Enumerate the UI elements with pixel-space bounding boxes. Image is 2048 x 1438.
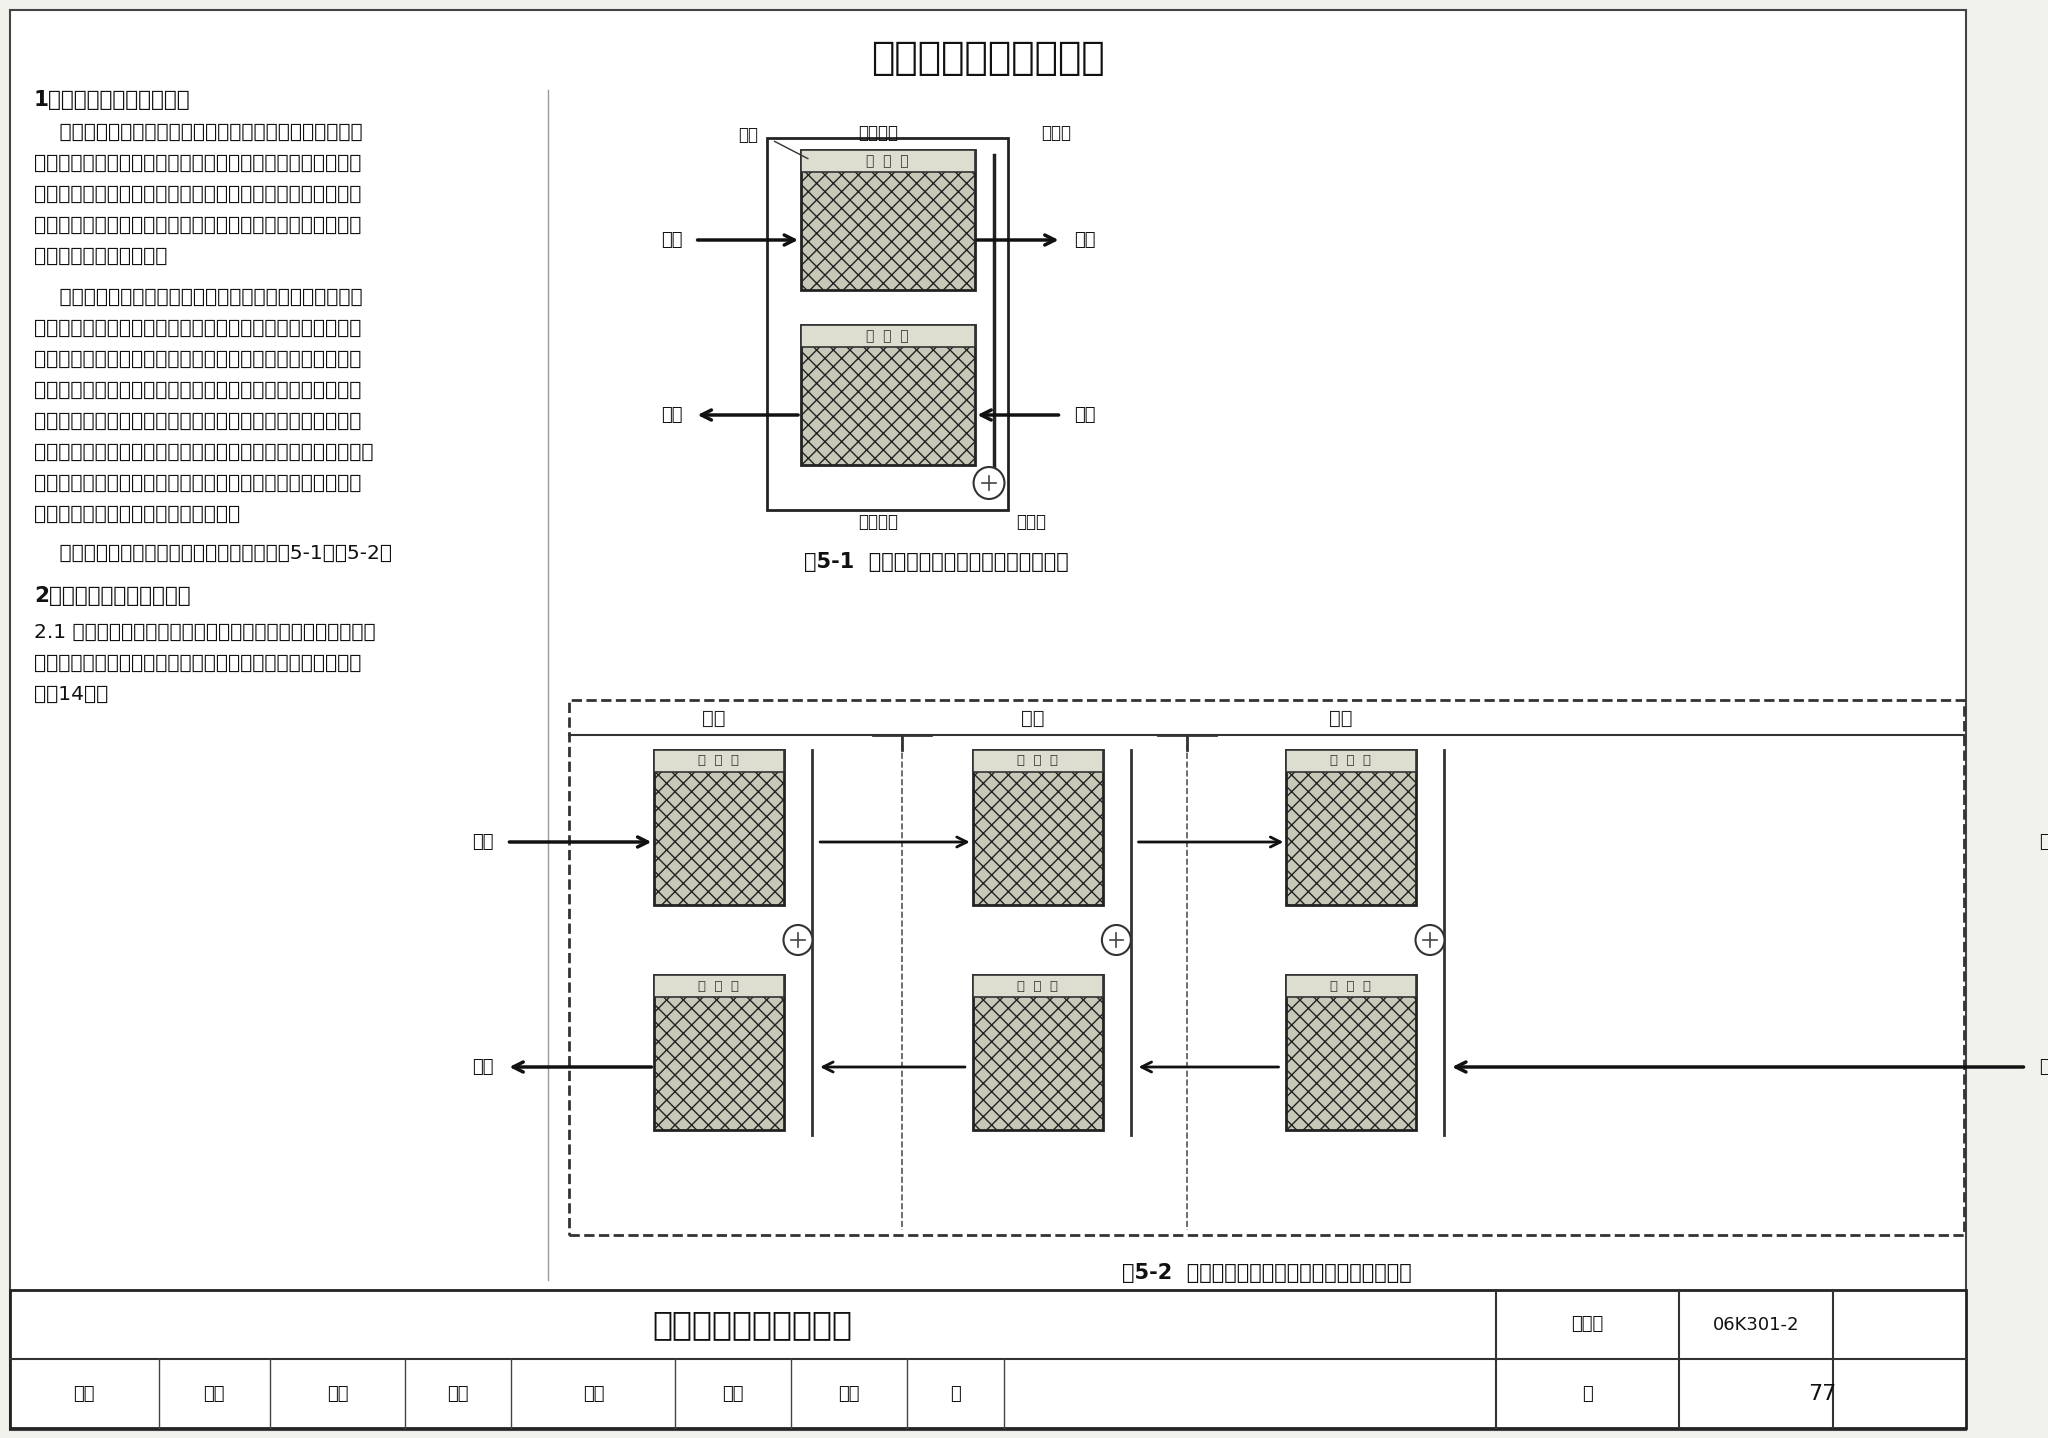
Text: 设计: 设计 <box>723 1385 743 1402</box>
Text: 木  木  木: 木 木 木 <box>1331 755 1372 768</box>
Bar <box>973 751 1104 772</box>
Bar <box>1286 751 1417 905</box>
Bar <box>973 751 1104 905</box>
Text: 溶液吸收式热回收说明: 溶液吸收式热回收说明 <box>653 1309 852 1342</box>
Bar <box>653 751 784 905</box>
Text: 二级: 二级 <box>1020 709 1044 728</box>
Text: 图集号: 图集号 <box>1571 1316 1604 1333</box>
Bar <box>801 150 975 173</box>
Bar <box>801 150 975 290</box>
Text: 1．溶液吸收式热回收原理: 1．溶液吸收式热回收原理 <box>33 91 190 109</box>
Circle shape <box>1102 925 1130 955</box>
Text: 排风: 排风 <box>662 232 682 249</box>
Text: 木  木  木: 木 木 木 <box>698 979 739 992</box>
Text: 与排风之间的能量交换。: 与排风之间的能量交换。 <box>33 246 168 266</box>
Text: 是通过以上过程实现能量的回收利用。: 是通过以上过程实现能量的回收利用。 <box>33 505 240 523</box>
Text: 新风: 新风 <box>2040 1058 2048 1076</box>
Text: 木  木  木: 木 木 木 <box>1331 979 1372 992</box>
Text: 溶液泵: 溶液泵 <box>1016 513 1047 531</box>
Bar <box>10 1290 1966 1428</box>
Text: 周群: 周群 <box>838 1385 860 1402</box>
Bar <box>768 138 1008 510</box>
Text: 校对: 校对 <box>328 1385 348 1402</box>
Bar <box>569 700 1964 1235</box>
Text: 页: 页 <box>1581 1385 1593 1402</box>
Text: 图可以看出，在夏季，上部的排风与溶液在填料中直接接触，: 图可以看出，在夏季，上部的排风与溶液在填料中直接接触， <box>33 318 360 338</box>
Text: 木  木  木: 木 木 木 <box>1016 979 1057 992</box>
Text: 下溶液槽: 下溶液槽 <box>858 513 899 531</box>
Text: 木  木  木: 木 木 木 <box>1016 755 1057 768</box>
Text: 填料: 填料 <box>737 127 758 144</box>
Bar <box>973 975 1104 997</box>
Text: 上溶液槽: 上溶液槽 <box>858 124 899 142</box>
Text: 木  木  木: 木 木 木 <box>866 154 909 168</box>
Circle shape <box>973 467 1004 499</box>
Text: 温度发生变化。溶液吸收式热回收就是利用此原理，进行新风: 温度发生变化。溶液吸收式热回收就是利用此原理，进行新风 <box>33 216 360 234</box>
Text: 单、多级溶液吸收式热回收器工作原理见图5-1、图5-2。: 单、多级溶液吸收式热回收器工作原理见图5-1、图5-2。 <box>33 544 391 562</box>
Text: 审核: 审核 <box>74 1385 94 1402</box>
Text: 排风被降温、除湿；新风被加热、加湿。溶液吸收式热回收就: 排风被降温、除湿；新风被加热、加湿。溶液吸收式热回收就 <box>33 473 360 492</box>
Text: 季伟: 季伟 <box>203 1385 225 1402</box>
Text: 当溶液表面的蒸气压力与直接接触空气的水蒸气分压力存: 当溶液表面的蒸气压力与直接接触空气的水蒸气分压力存 <box>33 122 362 141</box>
Text: 三级: 三级 <box>1329 709 1354 728</box>
Text: 由溶液吸收式热回收器（有时也称基本模块）的工作原理: 由溶液吸收式热回收器（有时也称基本模块）的工作原理 <box>33 288 362 306</box>
Bar <box>1286 975 1417 1130</box>
Text: 于溶液的温度和表面水蒸气分压力均低于通过的新风，此时，: 于溶液的温度和表面水蒸气分压力均低于通过的新风，此时， <box>33 411 360 430</box>
Text: 一级: 一级 <box>702 709 725 728</box>
Text: 2．溶液吸收式热回收装置: 2．溶液吸收式热回收装置 <box>33 587 190 605</box>
Text: 新风: 新风 <box>662 406 682 424</box>
Bar <box>653 751 784 772</box>
Text: 溶液吸收式热回收说明: 溶液吸收式热回收说明 <box>870 39 1106 78</box>
Bar <box>801 325 975 464</box>
Bar <box>1286 975 1417 997</box>
Text: 排风: 排风 <box>473 833 494 851</box>
Text: 同文: 同文 <box>584 1385 604 1402</box>
Bar <box>801 325 975 347</box>
Text: 排风: 排风 <box>2040 833 2048 851</box>
Circle shape <box>784 925 813 955</box>
Text: 新风: 新风 <box>473 1058 494 1076</box>
Text: 溶液管: 溶液管 <box>1042 124 1071 142</box>
Text: 风被加热、加湿；低温浓缩的溶液进入下部新风填料中时，由: 风被加热、加湿；低温浓缩的溶液进入下部新风填料中时，由 <box>33 381 360 400</box>
Text: 77: 77 <box>1808 1383 1837 1403</box>
Text: 2.1 溶液吸收式热回收装置的基本形式通常由溶液吸收式热回: 2.1 溶液吸收式热回收装置的基本形式通常由溶液吸收式热回 <box>33 623 375 641</box>
Circle shape <box>1415 925 1444 955</box>
Text: 木  木  木: 木 木 木 <box>866 329 909 344</box>
Text: 原敏: 原敏 <box>449 1385 469 1402</box>
Text: 新风: 新风 <box>1073 406 1096 424</box>
Text: 木  木  木: 木 木 木 <box>698 755 739 768</box>
Text: 柳: 柳 <box>950 1385 961 1402</box>
Text: 溶液被加热且稀释，同时新风也被降温和除湿。冬季与之相反，: 溶液被加热且稀释，同时新风也被降温和除湿。冬季与之相反， <box>33 443 373 462</box>
Text: 排风: 排风 <box>1073 232 1096 249</box>
Text: 收器、风机以及过滤器等组成，其装置系统流程图可参见本图: 收器、风机以及过滤器等组成，其装置系统流程图可参见本图 <box>33 653 360 673</box>
Text: 此时溶液温度降低、浓度增加（水蒸气分压力降低），同时排: 此时溶液温度降低、浓度增加（水蒸气分压力降低），同时排 <box>33 349 360 368</box>
Text: 06K301-2: 06K301-2 <box>1712 1316 1800 1333</box>
Text: 图5-1  单级溶液吸收式热回收器工作原理图: 图5-1 单级溶液吸收式热回收器工作原理图 <box>803 552 1069 572</box>
Text: 图5-2  多级溶液吸收式热回收装置器工作原理图: 图5-2 多级溶液吸收式热回收装置器工作原理图 <box>1122 1263 1411 1283</box>
Bar <box>973 975 1104 1130</box>
Text: 空气进行热质交换时，将吸收或释放出相变的热量，使两者的: 空气进行热质交换时，将吸收或释放出相变的热量，使两者的 <box>33 184 360 204</box>
Bar <box>1286 751 1417 772</box>
Bar <box>653 975 784 997</box>
Text: 集第14页。: 集第14页。 <box>33 684 109 703</box>
Text: 在压差时，相互间既有热量的传递，还有质量的传递。溶液与: 在压差时，相互间既有热量的传递，还有质量的传递。溶液与 <box>33 154 360 173</box>
Bar <box>653 975 784 1130</box>
